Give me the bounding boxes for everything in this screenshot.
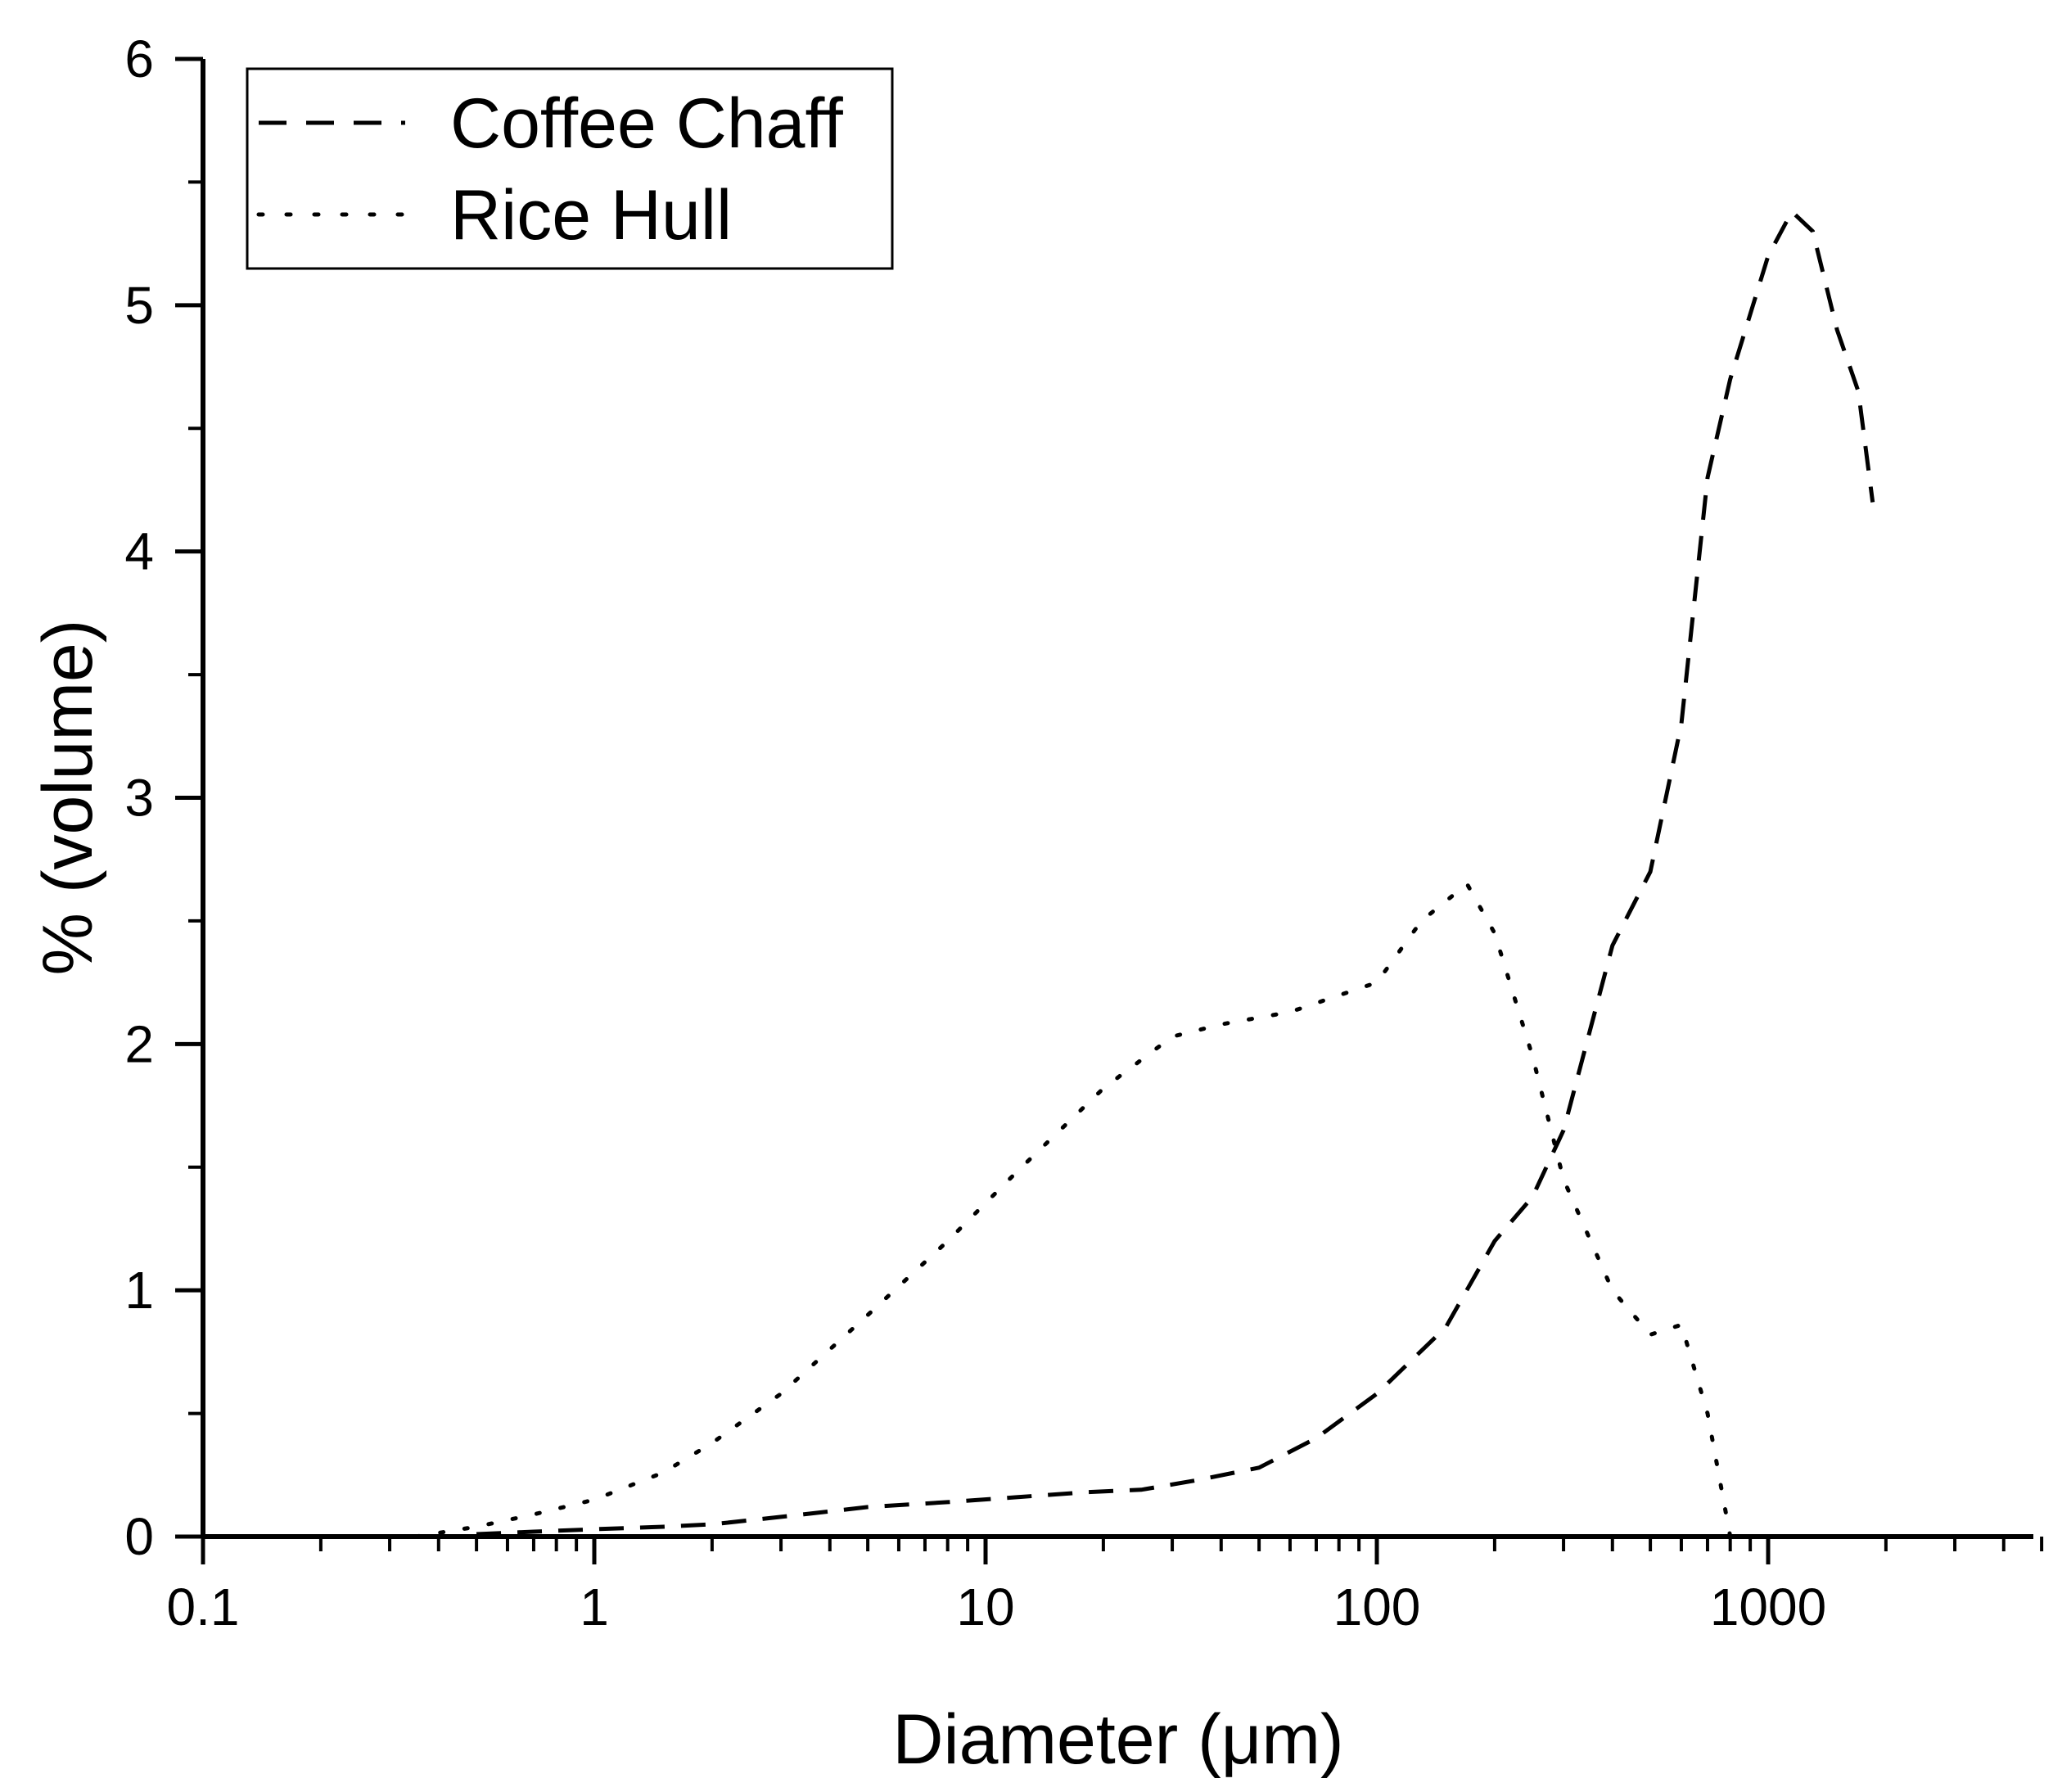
y-tick-label: 5 [124,276,154,335]
y-ticks: 0 1 2 3 4 5 6 [124,29,203,1566]
x-tick-label: 100 [1333,1578,1421,1636]
x-axis-title: Diameter (μm) [892,1700,1343,1779]
x-tick-label: 1000 [1710,1578,1826,1636]
series-line-coffee-chaff [476,210,1875,1537]
x-tick-label: 10 [956,1578,1014,1636]
y-tick-label: 6 [124,29,154,88]
legend: Coffee Chaff Rice Hull [246,67,894,270]
y-axis-title: % (volume) [29,620,107,976]
x-tick-label: 1 [580,1578,609,1636]
x-ticks: 0.1 1 10 100 1000 [167,1537,2044,1636]
legend-label-coffee-chaff: Coffee Chaff [450,84,844,163]
y-tick-label: 4 [124,522,154,581]
y-tick-label: 0 [124,1507,154,1566]
legend-label-rice-hull: Rice Hull [450,176,732,255]
y-tick-label: 2 [124,1014,154,1073]
x-tick-label: 0.1 [167,1578,240,1636]
plot-lines [413,210,1875,1539]
legend-box [246,67,894,270]
series-line-rice-hull [413,882,1733,1539]
y-tick-label: 1 [124,1261,154,1320]
axes: 0.1 1 10 100 1000 0 1 2 3 4 5 6 [124,29,2044,1636]
y-tick-label: 3 [124,769,154,828]
